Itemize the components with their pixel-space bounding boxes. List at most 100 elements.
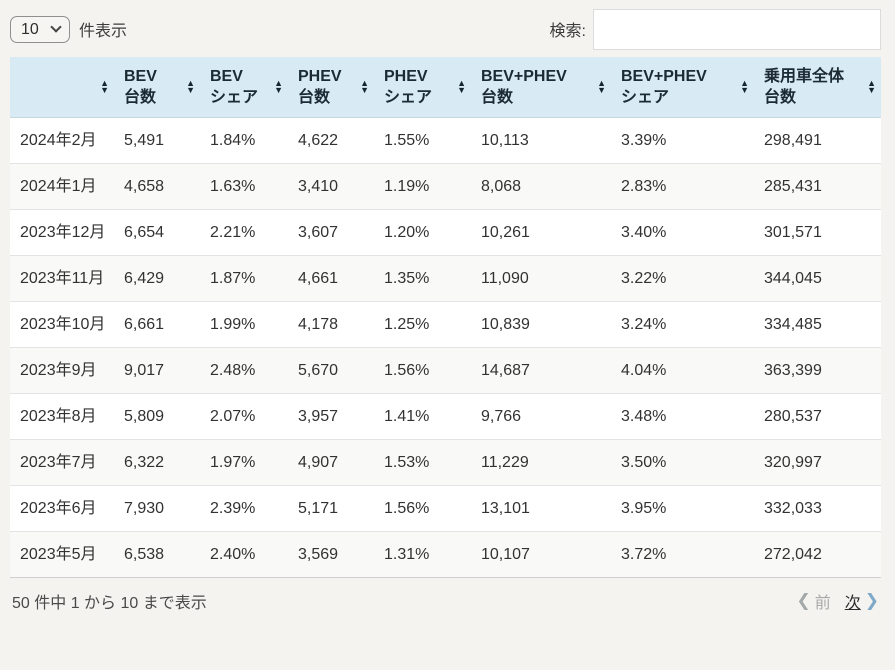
cell-phev-units: 5,171 xyxy=(288,485,374,532)
cell-bev-share: 1.84% xyxy=(200,117,288,164)
cell-bev-phev-share: 3.22% xyxy=(611,255,754,302)
column-header-bev-share[interactable]: BEV シェア ▲ ▼ xyxy=(200,57,288,118)
cell-phev-share: 1.19% xyxy=(374,163,471,210)
table-header: ▲ ▼ BEV 台数 ▲ ▼ BEV シェア ▲ ▼ xyxy=(10,57,881,118)
cell-bev-phev-units: 11,229 xyxy=(471,439,611,486)
cell-bev-phev-units: 8,068 xyxy=(471,163,611,210)
table-row: 2024年1月 4,658 1.63% 3,410 1.19% 8,068 2.… xyxy=(10,163,881,210)
cell-phev-share: 1.55% xyxy=(374,117,471,164)
cell-total-units: 301,571 xyxy=(754,209,881,256)
cell-bev-phev-units: 10,839 xyxy=(471,301,611,348)
cell-bev-phev-units: 10,261 xyxy=(471,209,611,256)
cell-month: 2023年8月 xyxy=(10,393,114,440)
cell-phev-units: 4,907 xyxy=(288,439,374,486)
table-row: 2024年2月 5,491 1.84% 4,622 1.55% 10,113 3… xyxy=(10,117,881,164)
table-row: 2023年12月 6,654 2.21% 3,607 1.20% 10,261 … xyxy=(10,209,881,256)
cell-month: 2023年9月 xyxy=(10,347,114,394)
table-footer: 50 件中 1 から 10 まで表示 ❮ 前 次 ❯ xyxy=(10,578,881,613)
cell-bev-phev-share: 3.39% xyxy=(611,117,754,164)
column-header-month[interactable]: ▲ ▼ xyxy=(10,57,114,118)
cell-month: 2023年5月 xyxy=(10,531,114,578)
next-page-button[interactable]: 次 ❯ xyxy=(845,589,879,613)
column-header-bev-phev-units[interactable]: BEV+PHEV 台数 ▲ ▼ xyxy=(471,57,611,118)
cell-bev-share: 2.21% xyxy=(200,209,288,256)
page-length-select[interactable]: 10 xyxy=(10,15,70,43)
cell-bev-units: 6,661 xyxy=(114,301,200,348)
cell-phev-share: 1.25% xyxy=(374,301,471,348)
cell-bev-units: 6,654 xyxy=(114,209,200,256)
column-header-phev-share[interactable]: PHEV シェア ▲ ▼ xyxy=(374,57,471,118)
cell-phev-units: 4,622 xyxy=(288,117,374,164)
cell-phev-units: 3,607 xyxy=(288,209,374,256)
cell-total-units: 344,045 xyxy=(754,255,881,302)
length-control-label: 件表示 xyxy=(79,23,128,40)
cell-phev-units: 5,670 xyxy=(288,347,374,394)
cell-bev-phev-units: 9,766 xyxy=(471,393,611,440)
cell-month: 2023年6月 xyxy=(10,485,114,532)
cell-bev-share: 1.97% xyxy=(200,439,288,486)
table-row: 2023年7月 6,322 1.97% 4,907 1.53% 11,229 3… xyxy=(10,439,881,486)
cell-bev-phev-share: 3.48% xyxy=(611,393,754,440)
cell-total-units: 332,033 xyxy=(754,485,881,532)
cell-bev-phev-share: 3.50% xyxy=(611,439,754,486)
length-control: 10 件表示 xyxy=(10,15,128,43)
cell-bev-phev-share: 3.95% xyxy=(611,485,754,532)
cell-bev-share: 1.87% xyxy=(200,255,288,302)
cell-bev-phev-units: 13,101 xyxy=(471,485,611,532)
table-controls: 10 件表示 検索: xyxy=(10,8,881,50)
cell-phev-share: 1.53% xyxy=(374,439,471,486)
cell-phev-share: 1.41% xyxy=(374,393,471,440)
column-header-bev-units[interactable]: BEV 台数 ▲ ▼ xyxy=(114,57,200,118)
pagination: ❮ 前 次 ❯ xyxy=(796,589,879,613)
cell-total-units: 280,537 xyxy=(754,393,881,440)
cell-bev-phev-share: 3.24% xyxy=(611,301,754,348)
previous-page-label: 前 xyxy=(814,595,831,612)
table-row: 2023年5月 6,538 2.40% 3,569 1.31% 10,107 3… xyxy=(10,531,881,578)
cell-bev-share: 2.39% xyxy=(200,485,288,532)
table-row: 2023年10月 6,661 1.99% 4,178 1.25% 10,839 … xyxy=(10,301,881,348)
table-header-row: ▲ ▼ BEV 台数 ▲ ▼ BEV シェア ▲ ▼ xyxy=(10,57,881,118)
cell-total-units: 285,431 xyxy=(754,163,881,210)
column-header-phev-units[interactable]: PHEV 台数 ▲ ▼ xyxy=(288,57,374,118)
table-row: 2023年6月 7,930 2.39% 5,171 1.56% 13,101 3… xyxy=(10,485,881,532)
sort-icon: ▲ ▼ xyxy=(360,78,369,95)
table-row: 2023年11月 6,429 1.87% 4,661 1.35% 11,090 … xyxy=(10,255,881,302)
cell-bev-share: 2.48% xyxy=(200,347,288,394)
cell-month: 2024年2月 xyxy=(10,117,114,164)
cell-month: 2023年11月 xyxy=(10,255,114,302)
sort-icon: ▲ ▼ xyxy=(274,78,283,95)
sort-icon: ▲ ▼ xyxy=(186,78,195,95)
column-header-bev-phev-share[interactable]: BEV+PHEV シェア ▲ ▼ xyxy=(611,57,754,118)
sort-icon: ▲ ▼ xyxy=(100,78,109,95)
cell-phev-units: 3,569 xyxy=(288,531,374,578)
cell-bev-units: 6,538 xyxy=(114,531,200,578)
table-body: 2024年2月 5,491 1.84% 4,622 1.55% 10,113 3… xyxy=(10,117,881,578)
cell-month: 2023年10月 xyxy=(10,301,114,348)
cell-bev-phev-share: 4.04% xyxy=(611,347,754,394)
column-header-total-units[interactable]: 乗用車全体 台数 ▲ ▼ xyxy=(754,57,881,118)
search-input[interactable] xyxy=(593,8,881,50)
search-control: 検索: xyxy=(549,8,881,50)
cell-bev-phev-units: 10,113 xyxy=(471,117,611,164)
cell-total-units: 363,399 xyxy=(754,347,881,394)
cell-bev-units: 6,429 xyxy=(114,255,200,302)
cell-total-units: 272,042 xyxy=(754,531,881,578)
cell-bev-share: 2.40% xyxy=(200,531,288,578)
cell-phev-share: 1.56% xyxy=(374,485,471,532)
cell-phev-share: 1.20% xyxy=(374,209,471,256)
cell-bev-phev-units: 11,090 xyxy=(471,255,611,302)
sort-icon: ▲ ▼ xyxy=(457,78,466,95)
cell-phev-units: 3,410 xyxy=(288,163,374,210)
sort-icon: ▲ ▼ xyxy=(867,78,876,95)
chevron-right-icon: ❯ xyxy=(864,591,879,610)
previous-page-button[interactable]: ❮ 前 xyxy=(796,589,830,613)
search-label: 検索: xyxy=(549,23,586,40)
page-length-select-wrap: 10 xyxy=(10,15,70,43)
cell-month: 2023年7月 xyxy=(10,439,114,486)
cell-bev-units: 6,322 xyxy=(114,439,200,486)
cell-bev-units: 5,491 xyxy=(114,117,200,164)
cell-phev-units: 3,957 xyxy=(288,393,374,440)
table-row: 2023年8月 5,809 2.07% 3,957 1.41% 9,766 3.… xyxy=(10,393,881,440)
cell-phev-units: 4,178 xyxy=(288,301,374,348)
cell-month: 2024年1月 xyxy=(10,163,114,210)
